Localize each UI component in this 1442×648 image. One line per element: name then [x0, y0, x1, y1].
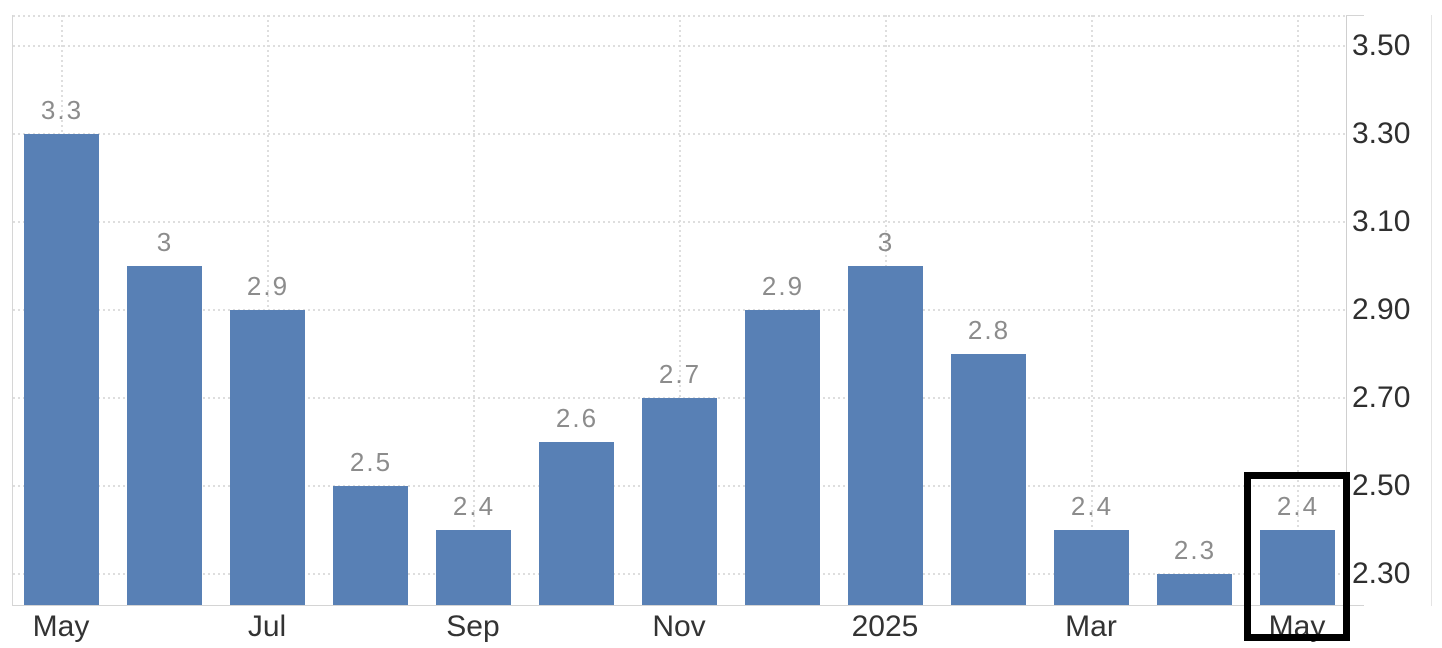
- bar-value-label: 3: [156, 227, 174, 257]
- bar-value-label: 2.7: [658, 359, 702, 389]
- chart-right-border: [1431, 15, 1432, 606]
- x-axis-label: Jul: [247, 610, 287, 643]
- bar[interactable]: [24, 134, 99, 605]
- y-axis-label: 3.50: [1352, 29, 1411, 62]
- bar-value-label: 2.4: [1070, 491, 1114, 521]
- bar-value-label: 2.5: [349, 447, 393, 477]
- bar[interactable]: [127, 266, 202, 605]
- x-axis-label: Sep: [446, 610, 500, 643]
- y-axis-label: 2.50: [1352, 469, 1411, 502]
- bar[interactable]: [1157, 574, 1232, 605]
- bar-value-label: 3: [877, 227, 895, 257]
- bar-value-label: 2.8: [967, 315, 1011, 345]
- x-axis-label: 2025: [851, 610, 919, 643]
- x-axis-label: Mar: [1065, 610, 1117, 643]
- bar[interactable]: [745, 310, 820, 605]
- highlight-box: [1244, 472, 1350, 641]
- bar[interactable]: [333, 486, 408, 605]
- bar[interactable]: [539, 442, 614, 605]
- bar[interactable]: [642, 398, 717, 605]
- bar-value-label: 2.4: [452, 491, 496, 521]
- gridline: [1091, 15, 1093, 605]
- gridline: [1297, 15, 1299, 605]
- bar[interactable]: [951, 354, 1026, 605]
- y-axis-label: 3.10: [1352, 205, 1411, 238]
- x-axis-label: Nov: [652, 610, 706, 643]
- y-axis-label: 2.30: [1352, 557, 1411, 590]
- gridline: [473, 15, 475, 605]
- bar[interactable]: [1260, 530, 1335, 605]
- bar[interactable]: [848, 266, 923, 605]
- bar-value-label: 2.9: [246, 271, 290, 301]
- x-axis-label: May: [32, 610, 90, 643]
- bar-value-label: 2.9: [761, 271, 805, 301]
- plot-area: 3.3 3 2.9 2.5 2.4 2.6 2.7 2.9 3 2.8 2.4 2.3 2.4: [12, 15, 1347, 606]
- bar-value-label: 2.3: [1173, 535, 1217, 565]
- axis-tick: [1346, 15, 1364, 16]
- bar[interactable]: [436, 530, 511, 605]
- bar-value-label: 2.6: [555, 403, 599, 433]
- gridline: [679, 15, 681, 605]
- axis-tick: [1346, 605, 1364, 606]
- y-axis-label: 3.30: [1352, 117, 1411, 150]
- bar[interactable]: [1054, 530, 1129, 605]
- y-axis-label: 2.90: [1352, 293, 1411, 326]
- y-axis-label: 2.70: [1352, 381, 1411, 414]
- bar-value-label: 3.3: [40, 95, 84, 125]
- bar[interactable]: [230, 310, 305, 605]
- bar-value-label: 2.4: [1276, 491, 1320, 521]
